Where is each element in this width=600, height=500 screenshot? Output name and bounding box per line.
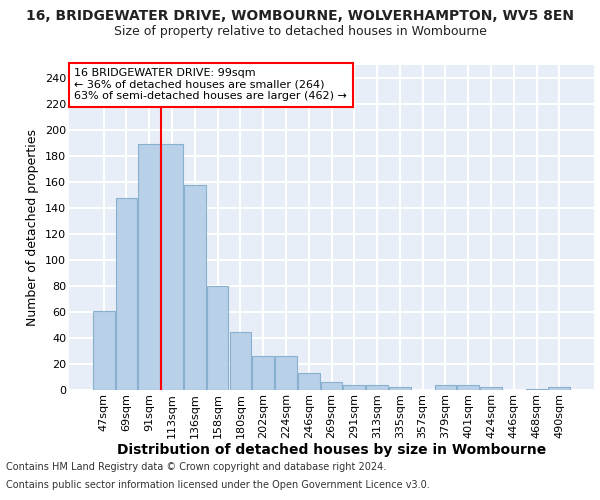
Bar	[457, 385, 479, 390]
Bar	[480, 388, 502, 390]
Bar	[184, 184, 206, 390]
Bar	[526, 388, 547, 390]
Text: Contains HM Land Registry data © Crown copyright and database right 2024.: Contains HM Land Registry data © Crown c…	[6, 462, 386, 472]
Bar	[139, 144, 160, 390]
Bar	[275, 356, 297, 390]
Bar	[93, 310, 115, 390]
Text: Size of property relative to detached houses in Wombourne: Size of property relative to detached ho…	[113, 25, 487, 38]
Text: Contains public sector information licensed under the Open Government Licence v3: Contains public sector information licen…	[6, 480, 430, 490]
Bar	[161, 144, 183, 390]
Bar	[434, 385, 456, 390]
Bar	[116, 198, 137, 390]
Bar	[207, 286, 229, 390]
Bar	[366, 385, 388, 390]
Bar	[389, 388, 410, 390]
Bar	[230, 332, 251, 390]
X-axis label: Distribution of detached houses by size in Wombourne: Distribution of detached houses by size …	[117, 444, 546, 458]
Bar	[320, 382, 343, 390]
Text: 16 BRIDGEWATER DRIVE: 99sqm
← 36% of detached houses are smaller (264)
63% of se: 16 BRIDGEWATER DRIVE: 99sqm ← 36% of det…	[74, 68, 347, 102]
Y-axis label: Number of detached properties: Number of detached properties	[26, 129, 40, 326]
Text: 16, BRIDGEWATER DRIVE, WOMBOURNE, WOLVERHAMPTON, WV5 8EN: 16, BRIDGEWATER DRIVE, WOMBOURNE, WOLVER…	[26, 9, 574, 23]
Bar	[548, 388, 570, 390]
Bar	[343, 385, 365, 390]
Bar	[253, 356, 274, 390]
Bar	[298, 373, 320, 390]
